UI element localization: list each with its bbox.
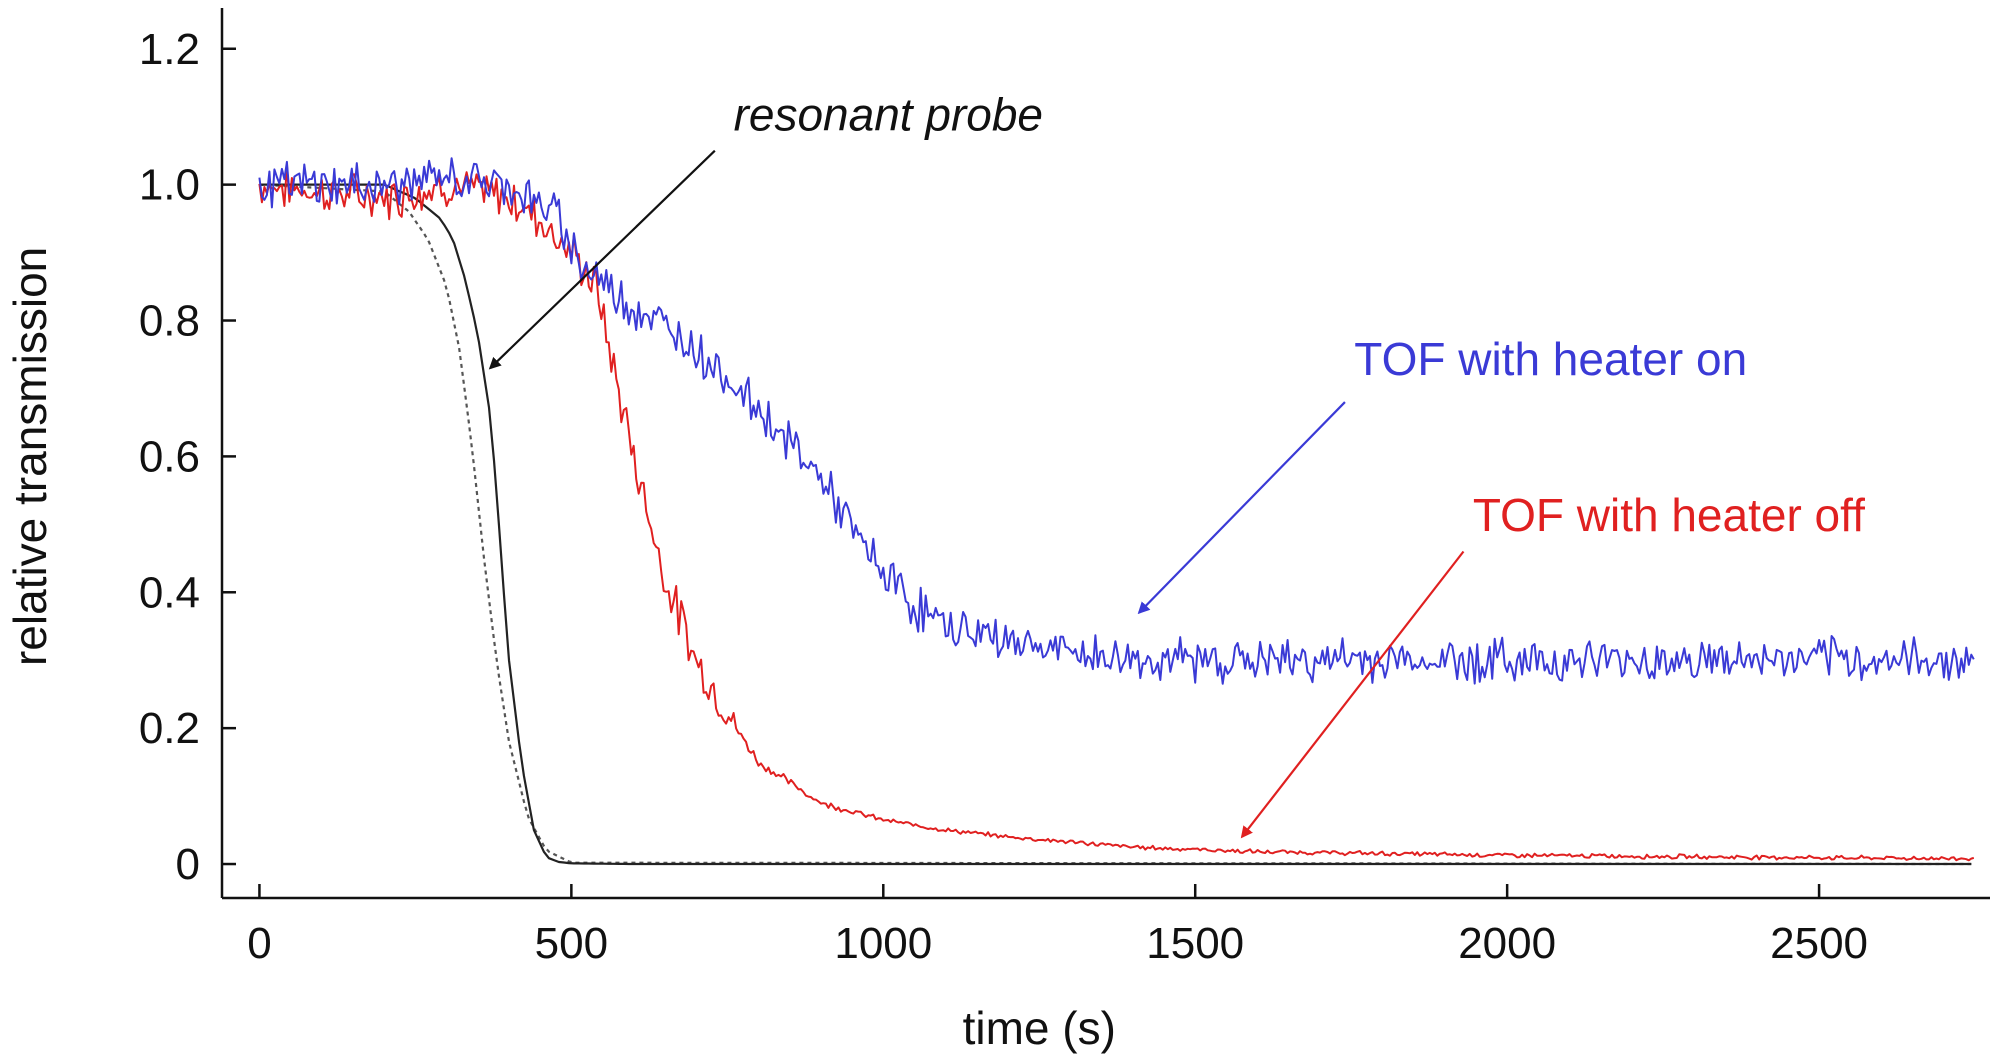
y-tick-label: 0 <box>176 840 200 889</box>
y-tick-label: 1.2 <box>139 25 200 74</box>
annotations: resonant probe TOF with heater on TOF with… <box>488 88 1865 839</box>
y-tick-label: 1.0 <box>139 161 200 210</box>
y-tick-label: 0.2 <box>139 704 200 753</box>
annotation-arrow-resonant <box>488 149 716 370</box>
x-tick-label: 2500 <box>1770 919 1868 968</box>
x-tick-label: 500 <box>535 919 608 968</box>
series-line-heater-on <box>258 157 1975 685</box>
annotation-arrow-on <box>1137 401 1346 615</box>
series-group <box>258 157 1975 866</box>
series-line-resonant-probe <box>259 183 1972 866</box>
x-tick-label: 1000 <box>834 919 932 968</box>
annotation-label-off: TOF with heater off <box>1473 489 1865 541</box>
x-tick-label: 1500 <box>1146 919 1244 968</box>
annotation-arrow-off <box>1240 550 1465 839</box>
annotation-label-on: TOF with heater on <box>1354 333 1747 385</box>
y-tick-label: 0.8 <box>139 297 200 346</box>
annotation-label-resonant: resonant probe <box>734 88 1043 140</box>
axes: 0 500 1000 1500 2000 2500 0 0.2 0.4 0.6 0.8 1.0 1.2 <box>139 8 1990 968</box>
y-tick-label: 0.6 <box>139 432 200 481</box>
x-tick-label: 0 <box>247 919 271 968</box>
y-tick-label: 0.4 <box>139 568 200 617</box>
x-tick-label: 2000 <box>1458 919 1556 968</box>
x-axis-title: time (s) <box>963 1002 1116 1054</box>
series-line-heater-off <box>258 163 1975 862</box>
y-axis-title: relative transmission <box>4 247 56 666</box>
